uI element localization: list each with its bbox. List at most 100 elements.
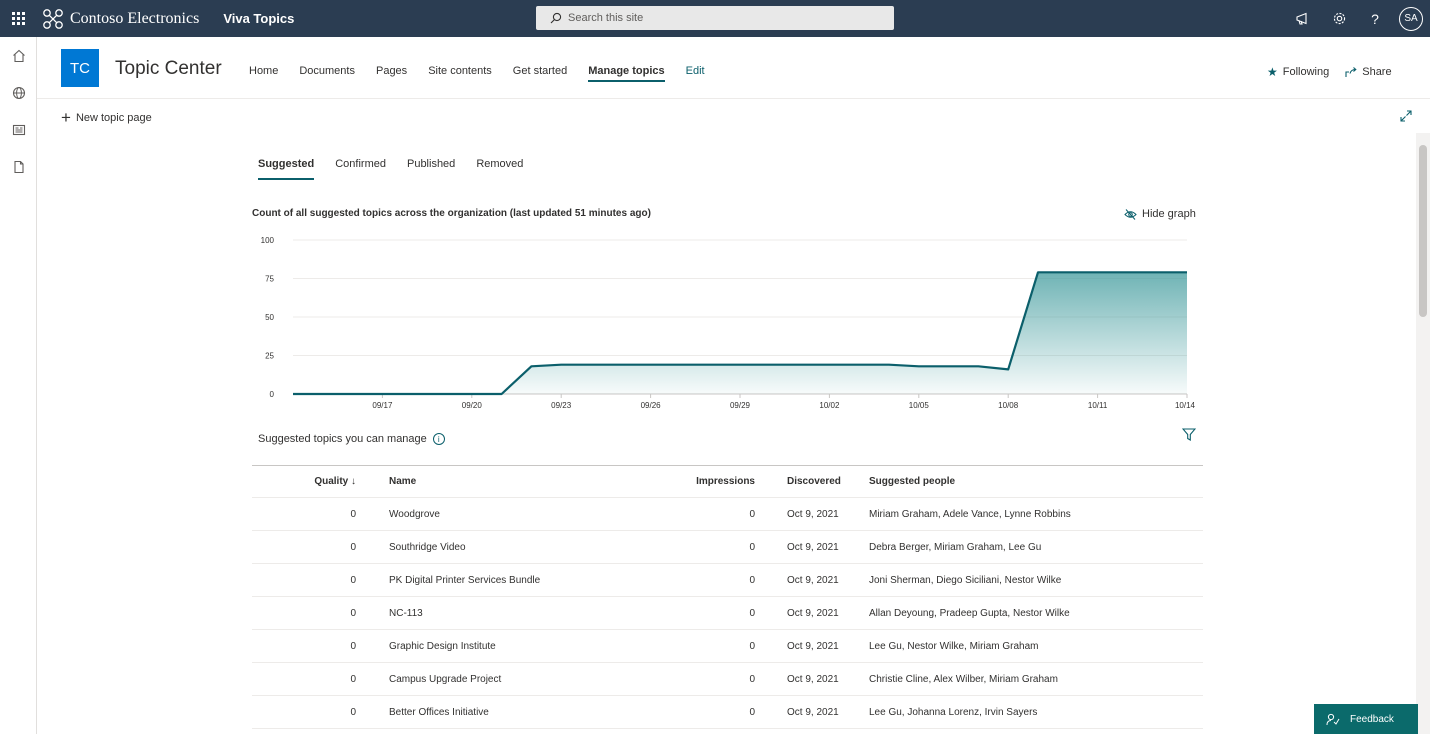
tab-suggested[interactable]: Suggested [258, 158, 315, 180]
tab-removed[interactable]: Removed [476, 158, 524, 170]
x-tick-label: 10/14 [1175, 401, 1196, 410]
x-tick-label: 10/02 [819, 401, 840, 410]
table-row[interactable]: 0 Better Offices Initiative 0 Oct 9, 2021 Le… [252, 696, 1203, 729]
search-icon [550, 12, 562, 24]
help-icon[interactable]: ? [1371, 10, 1379, 27]
table-header-row: Quality ↓ Name Impressions Discovered Su… [252, 466, 1203, 498]
megaphone-icon[interactable] [1285, 0, 1321, 37]
nav-documents[interactable]: Documents [299, 65, 355, 77]
search-box[interactable]: Search this site [536, 6, 894, 30]
filter-icon[interactable] [1181, 428, 1197, 444]
cell-discovered: Oct 9, 2021 [787, 673, 839, 685]
column-header-discovered[interactable]: Discovered [787, 476, 841, 487]
tab-published[interactable]: Published [406, 158, 456, 170]
cell-name[interactable]: Woodgrove [389, 508, 440, 520]
new-topic-page-button[interactable]: + New topic page [61, 109, 152, 126]
cell-name[interactable]: PK Digital Printer Services Bundle [389, 574, 541, 586]
home-icon[interactable] [0, 37, 37, 74]
x-tick-label: 10/11 [1088, 401, 1108, 410]
site-title[interactable]: Topic Center [115, 58, 222, 79]
table-body: 0 Woodgrove 0 Oct 9, 2021 Miriam Graham, Ade… [252, 498, 1203, 729]
cell-impressions: 0 [749, 541, 755, 553]
cell-name[interactable]: NC-113 [389, 607, 423, 619]
hide-graph-label: Hide graph [1142, 208, 1196, 220]
info-icon[interactable]: i [432, 433, 445, 445]
avatar[interactable]: SA [1399, 6, 1423, 31]
cell-quality: 0 [350, 673, 356, 685]
feedback-icon [1326, 713, 1340, 725]
new-topic-page-label: New topic page [75, 111, 152, 124]
suite-bar: Contoso Electronics Viva Topics Search t… [0, 0, 1430, 37]
cell-impressions: 0 [749, 574, 755, 586]
table-row[interactable]: 0 Southridge Video 0 Oct 9, 2021 Debra Berge… [252, 531, 1203, 564]
cell-discovered: Oct 9, 2021 [787, 640, 839, 652]
cell-impressions: 0 [749, 640, 755, 652]
tab-confirmed[interactable]: Confirmed [335, 158, 386, 170]
follow-share-group: ★ Following Share [1267, 65, 1392, 79]
plus-icon: + [61, 108, 71, 127]
y-tick-label: 75 [265, 275, 274, 284]
cell-suggested-people: Miriam Graham, Adele Vance, Lynne Robbin… [869, 508, 1071, 520]
brand-name: Contoso Electronics [70, 9, 200, 27]
page-scrollbar[interactable] [1416, 133, 1430, 734]
cell-quality: 0 [350, 541, 356, 553]
nav-edit-link[interactable]: Edit [685, 65, 705, 77]
news-icon[interactable] [0, 111, 37, 148]
column-header-suggested-people[interactable]: Suggested people [869, 476, 956, 487]
app-name[interactable]: Viva Topics [223, 11, 295, 26]
cell-name[interactable]: Campus Upgrade Project [389, 673, 502, 685]
y-tick-label: 0 [270, 390, 275, 399]
chart-title: Count of all suggested topics across the… [252, 208, 651, 219]
table-row[interactable]: 0 Graphic Design Institute 0 Oct 9, 2021 Lee… [252, 630, 1203, 663]
cell-discovered: Oct 9, 2021 [787, 574, 839, 586]
table-row[interactable]: 0 Woodgrove 0 Oct 9, 2021 Miriam Graham, Ade… [252, 498, 1203, 531]
suggested-topics-chart: 0 25 50 75 100 09/17 09/20 09/23 09/26 09/29 10/0… [261, 236, 1196, 410]
cell-discovered: Oct 9, 2021 [787, 541, 839, 553]
search-placeholder: Search this site [568, 12, 644, 24]
cell-name[interactable]: Graphic Design Institute [389, 640, 496, 652]
x-tick-label: 09/20 [462, 401, 483, 410]
cell-quality: 0 [350, 607, 356, 619]
nav-site-contents[interactable]: Site contents [428, 65, 492, 77]
x-tick-label: 09/23 [551, 401, 572, 410]
nav-get-started[interactable]: Get started [512, 65, 568, 77]
series-line [293, 271, 1187, 396]
feedback-button[interactable]: Feedback [1314, 704, 1418, 734]
star-icon: ★ [1267, 65, 1278, 79]
cell-suggested-people: Lee Gu, Nestor Wilke, Miriam Graham [869, 640, 1039, 652]
following-button[interactable]: ★ Following [1267, 65, 1329, 79]
feedback-label: Feedback [1350, 713, 1394, 725]
column-header-quality[interactable]: Quality ↓ [314, 476, 356, 487]
table-row[interactable]: 0 PK Digital Printer Services Bundle 0 Oct … [252, 564, 1203, 597]
expand-icon[interactable] [1400, 109, 1412, 125]
site-logo[interactable]: TC [61, 49, 99, 87]
document-icon[interactable] [0, 148, 37, 185]
table-row[interactable]: 0 Campus Upgrade Project 0 Oct 9, 2021 Chris… [252, 663, 1203, 696]
following-label: Following [1282, 66, 1330, 78]
waffle-icon[interactable] [0, 0, 37, 37]
gear-icon[interactable] [1321, 0, 1357, 37]
x-tick-label: 09/29 [730, 401, 751, 410]
cell-suggested-people: Lee Gu, Johanna Lorenz, Irvin Sayers [869, 706, 1038, 718]
left-rail [0, 37, 37, 734]
table-caption: Suggested topics you can manage i [258, 433, 445, 445]
column-header-name[interactable]: Name [389, 476, 417, 487]
cell-name[interactable]: Better Offices Initiative [389, 706, 489, 718]
cell-quality: 0 [350, 574, 356, 586]
column-header-impressions[interactable]: Impressions [696, 476, 755, 487]
cell-impressions: 0 [749, 508, 755, 520]
nav-pages[interactable]: Pages [375, 65, 408, 77]
scrollbar-thumb[interactable] [1419, 145, 1427, 317]
cell-discovered: Oct 9, 2021 [787, 508, 839, 520]
share-button[interactable]: Share [1345, 66, 1392, 78]
table-row[interactable]: 0 NC-113 0 Oct 9, 2021 Allan Deyoung, Pradee… [252, 597, 1203, 630]
brand[interactable]: Contoso Electronics [41, 7, 199, 31]
cell-name[interactable]: Southridge Video [389, 541, 466, 553]
cell-discovered: Oct 9, 2021 [787, 607, 839, 619]
nav-home[interactable]: Home [249, 65, 279, 77]
series-area [293, 272, 1187, 394]
cell-impressions: 0 [749, 673, 755, 685]
hide-graph-button[interactable]: Hide graph [1124, 208, 1196, 220]
nav-manage-topics[interactable]: Manage topics [588, 65, 665, 82]
globe-icon[interactable] [0, 74, 37, 111]
